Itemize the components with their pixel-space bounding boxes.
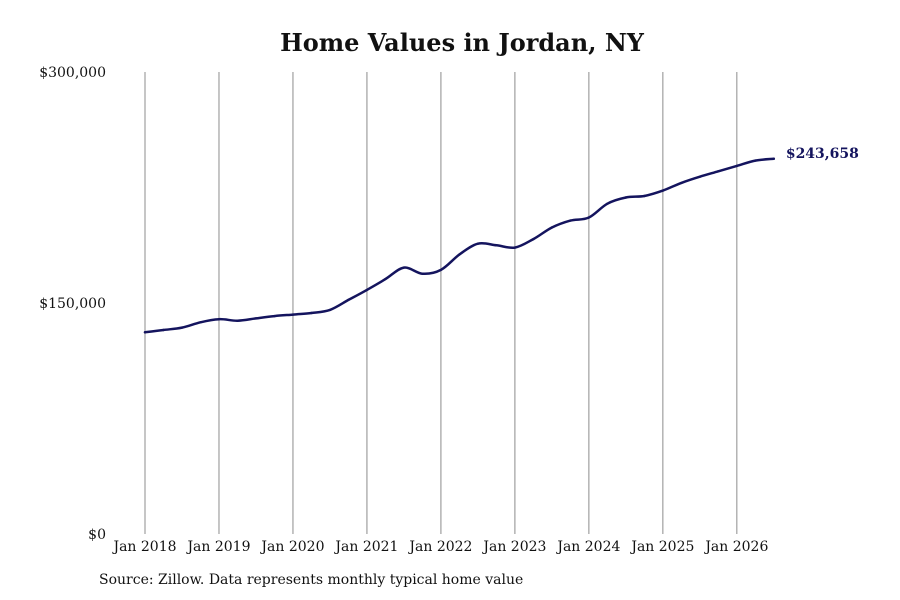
data-point bbox=[495, 244, 498, 247]
x-tick-label: Jan 2025 bbox=[629, 539, 694, 555]
x-tick-label: Jan 2026 bbox=[703, 539, 768, 555]
data-point bbox=[624, 196, 628, 199]
data-point bbox=[606, 202, 609, 205]
source-note: Source: Zillow. Data represents monthly … bbox=[99, 572, 524, 588]
data-point bbox=[347, 298, 350, 302]
data-point bbox=[735, 164, 738, 168]
data-point bbox=[717, 170, 720, 173]
gridlines bbox=[144, 72, 738, 534]
data-point bbox=[772, 157, 775, 160]
data-point bbox=[236, 319, 239, 322]
y-axis-ticks: $0 $150,000 $300,000 bbox=[39, 65, 106, 543]
data-point bbox=[421, 272, 424, 275]
series-group bbox=[143, 157, 776, 334]
data-point bbox=[754, 159, 757, 162]
chart-title: Home Values in Jordan, NY bbox=[280, 28, 645, 57]
data-point bbox=[587, 216, 591, 219]
x-tick-label: Jan 2021 bbox=[333, 539, 398, 555]
data-point bbox=[217, 318, 221, 321]
data-point bbox=[698, 175, 702, 178]
data-point bbox=[291, 313, 295, 316]
data-point bbox=[162, 328, 165, 332]
data-point bbox=[310, 311, 313, 315]
data-point bbox=[532, 237, 535, 241]
x-tick-label: Jan 2023 bbox=[481, 539, 546, 555]
y-tick-label: $0 bbox=[88, 527, 106, 543]
data-point bbox=[550, 226, 554, 229]
data-point bbox=[365, 288, 369, 292]
data-point bbox=[680, 181, 683, 185]
data-point bbox=[384, 277, 387, 281]
home-value-line bbox=[143, 157, 776, 334]
x-tick-label: Jan 2018 bbox=[111, 539, 176, 555]
data-point bbox=[476, 242, 480, 245]
data-point bbox=[402, 266, 406, 269]
x-tick-label: Jan 2022 bbox=[407, 539, 472, 555]
data-point bbox=[661, 189, 665, 192]
data-point bbox=[180, 326, 184, 329]
y-tick-label: $300,000 bbox=[39, 65, 106, 81]
x-axis-ticks: Jan 2018 Jan 2019 Jan 2020 Jan 2021 Jan 2022… bbox=[111, 539, 768, 555]
data-point bbox=[569, 219, 572, 222]
data-point bbox=[199, 321, 202, 324]
end-value-label: $243,658 bbox=[786, 146, 859, 162]
x-tick-label: Jan 2024 bbox=[555, 539, 620, 555]
data-point bbox=[643, 194, 646, 198]
x-tick-label: Jan 2019 bbox=[185, 539, 250, 555]
data-point bbox=[254, 317, 258, 320]
data-point bbox=[328, 308, 332, 312]
data-point bbox=[273, 314, 276, 318]
data-point bbox=[513, 246, 517, 249]
data-point bbox=[439, 268, 443, 272]
y-tick-label: $150,000 bbox=[39, 296, 106, 312]
data-point bbox=[143, 331, 147, 334]
data-point bbox=[458, 253, 461, 256]
x-tick-label: Jan 2020 bbox=[259, 539, 324, 555]
